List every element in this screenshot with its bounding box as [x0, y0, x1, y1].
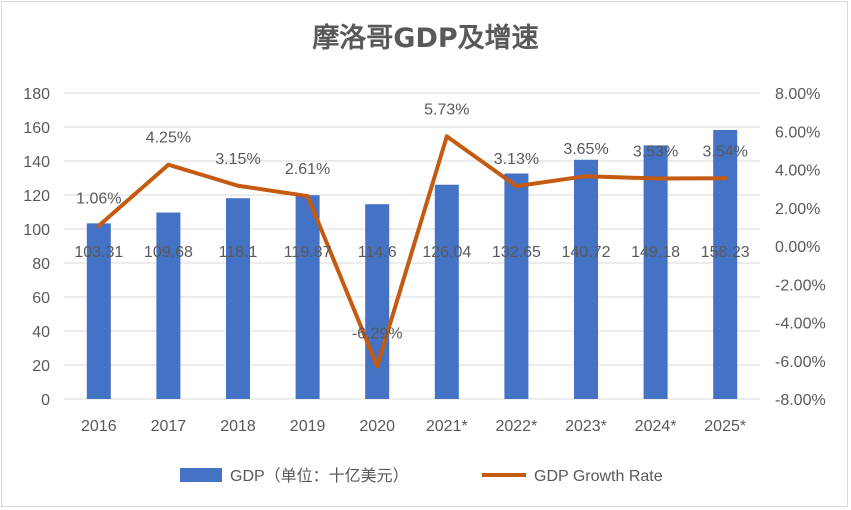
x-tick-label: 2020	[359, 418, 395, 435]
y-left-tick-label: 120	[23, 188, 50, 205]
x-tick-label: 2021*	[426, 418, 468, 435]
x-tick-label: 2017	[151, 418, 187, 435]
y-right-tick-label: 6.00%	[775, 124, 820, 141]
y-left-tick-label: 140	[23, 154, 50, 171]
y-right-tick-label: -4.00%	[775, 316, 826, 333]
x-tick-label: 2024*	[635, 418, 677, 435]
y-right-tick-label: -8.00%	[775, 392, 826, 409]
bar	[226, 198, 250, 399]
bar	[504, 173, 529, 399]
x-tick-label: 2019	[290, 418, 326, 435]
y-left-tick-label: 100	[23, 222, 50, 239]
bar	[643, 145, 668, 399]
bar-data-label: 158.23	[701, 244, 750, 261]
y-left-tick-label: 80	[32, 256, 50, 273]
line-data-label: 3.65%	[563, 141, 608, 158]
growth-rate-point	[305, 194, 310, 199]
line-data-label: 3.13%	[494, 151, 539, 168]
bar-data-label: 103.31	[74, 244, 123, 261]
growth-rate-point	[166, 162, 171, 167]
bar	[156, 212, 181, 399]
line-data-label: 4.25%	[146, 130, 191, 147]
bar-data-label: 126.04	[422, 244, 471, 261]
bar-data-label: 109.68	[144, 244, 193, 261]
bar-data-label: 132.65	[492, 244, 541, 261]
line-data-label: 3.53%	[633, 143, 678, 160]
bar-data-label: 118.1	[219, 244, 258, 261]
bar	[86, 223, 111, 399]
x-tick-label: 2023*	[565, 418, 607, 435]
growth-rate-point	[514, 184, 519, 189]
bar-data-label: 149.18	[631, 244, 680, 261]
x-tick-label: 2018	[220, 418, 256, 435]
y-right-tick-label: 4.00%	[775, 163, 820, 180]
y-left-tick-label: 20	[32, 358, 50, 375]
x-tick-label: 2016	[81, 418, 117, 435]
x-tick-label: 2025*	[704, 418, 746, 435]
y-right-tick-label: -6.00%	[775, 354, 826, 371]
growth-rate-point	[653, 176, 658, 181]
growth-rate-point	[96, 223, 101, 228]
growth-rate-point	[236, 183, 240, 188]
bar-data-label: 119.87	[284, 244, 332, 261]
bar	[295, 195, 320, 399]
line-data-label: -6.29%	[352, 325, 403, 342]
legend-label-growth: GDP Growth Rate	[534, 468, 663, 485]
y-right-tick-label: 2.00%	[775, 201, 820, 218]
growth-rate-point	[375, 364, 380, 369]
line-data-label: 1.06%	[76, 191, 121, 208]
line-data-label: 3.15%	[215, 151, 260, 168]
y-left-tick-label: 180	[23, 86, 50, 103]
y-right-tick-label: 0.00%	[775, 239, 820, 256]
bar	[365, 204, 390, 399]
y-left-tick-label: 160	[23, 120, 50, 137]
y-left-tick-label: 0	[41, 392, 50, 409]
bar-data-label: 140.72	[562, 244, 611, 261]
y-left-tick-label: 40	[32, 324, 50, 341]
y-left-tick-label: 60	[32, 290, 50, 307]
legend-label-gdp: GDP（单位：十亿美元）	[230, 467, 409, 485]
bar-data-label: 114.6	[358, 244, 397, 261]
chart-title: 摩洛哥GDP及增速	[312, 23, 539, 54]
y-right-tick-label: 8.00%	[775, 86, 820, 103]
x-tick-label: 2022*	[495, 418, 537, 435]
y-right-tick-label: -2.00%	[775, 277, 826, 294]
bar	[574, 159, 598, 399]
growth-rate-point	[444, 134, 449, 139]
growth-rate-line	[96, 134, 728, 369]
growth-rate-point	[723, 176, 728, 181]
line-data-label: 5.73%	[424, 101, 469, 118]
legend-swatch-gdp	[180, 468, 222, 482]
line-data-label: 3.54%	[703, 143, 748, 160]
bar	[713, 130, 738, 399]
line-data-label: 2.61%	[285, 161, 330, 178]
growth-rate-point	[584, 174, 588, 179]
bar	[434, 184, 459, 399]
